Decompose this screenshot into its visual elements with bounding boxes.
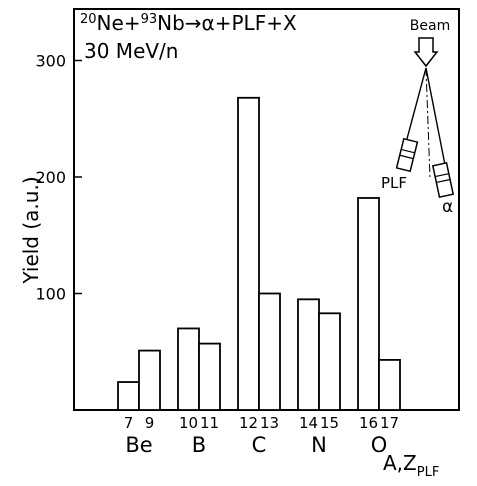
bar-B-11: [198, 342, 221, 411]
reaction-title: 20Ne+93Nb→α+PLF+X: [80, 11, 297, 35]
bar-Be-9: [138, 349, 161, 411]
mass-label-7: 7: [124, 414, 134, 432]
alpha-detector-icon: [431, 162, 455, 198]
projectile: Ne+: [97, 11, 141, 35]
plf-detector-icon: [395, 137, 419, 173]
mass-label-17: 17: [380, 414, 399, 432]
y-ticks: 100 200 300: [35, 52, 82, 304]
element-label-N: N: [311, 433, 327, 457]
mass-label-15: 15: [320, 414, 339, 432]
bar-N-14: [297, 298, 320, 411]
y-tick-label: 200: [35, 168, 66, 187]
bar-O-17: [378, 359, 401, 411]
bar-C-13: [258, 292, 281, 411]
mass-label-12: 12: [239, 414, 258, 432]
element-label-O: O: [371, 433, 388, 457]
products: α+PLF+X: [202, 11, 297, 35]
mass-label-10: 10: [179, 414, 198, 432]
plf-label: PLF: [381, 174, 407, 192]
element-label-Be: Be: [125, 433, 152, 457]
mass-label-14: 14: [299, 414, 318, 432]
beam-label: Beam: [410, 18, 450, 34]
bar-B-10: [177, 327, 200, 411]
target: Nb: [157, 11, 185, 35]
energy-label: 30 MeV/n: [84, 39, 178, 63]
element-label-C: C: [252, 433, 267, 457]
mass-label-9: 9: [145, 414, 155, 432]
bar-Be-7: [117, 381, 140, 411]
element-label-B: B: [192, 433, 206, 457]
alpha-trajectory: [425, 67, 447, 171]
mass-label-16: 16: [359, 414, 378, 432]
x-axis-label: A,ZPLF: [383, 451, 439, 480]
bar-N-15: [318, 312, 341, 411]
beam-arrow-icon: [413, 37, 439, 68]
target-mass: 93: [141, 12, 158, 27]
y-axis-label: Yield (a.u.): [19, 176, 43, 284]
bars: [117, 96, 401, 411]
mass-label-11: 11: [200, 414, 219, 432]
x-axis-label-sub: PLF: [417, 465, 440, 480]
beam-schematic: Beam PLF α: [381, 18, 455, 217]
bar-C-12: [237, 96, 260, 411]
bar-O-16: [357, 197, 380, 411]
arrow-glyph: →: [185, 11, 202, 35]
alpha-label: α: [442, 197, 453, 217]
beam-axis: [425, 67, 431, 179]
y-tick-label: 300: [35, 52, 66, 71]
y-tick-label: 100: [35, 285, 66, 304]
x-axis-label-main: A,Z: [383, 451, 417, 475]
projectile-mass: 20: [80, 12, 97, 27]
x-tick-labels: 7 9Be 10 11B 12 13C 14 15N 16 17O: [124, 414, 399, 457]
mass-label-13: 13: [260, 414, 279, 432]
plf-trajectory: [403, 67, 427, 151]
